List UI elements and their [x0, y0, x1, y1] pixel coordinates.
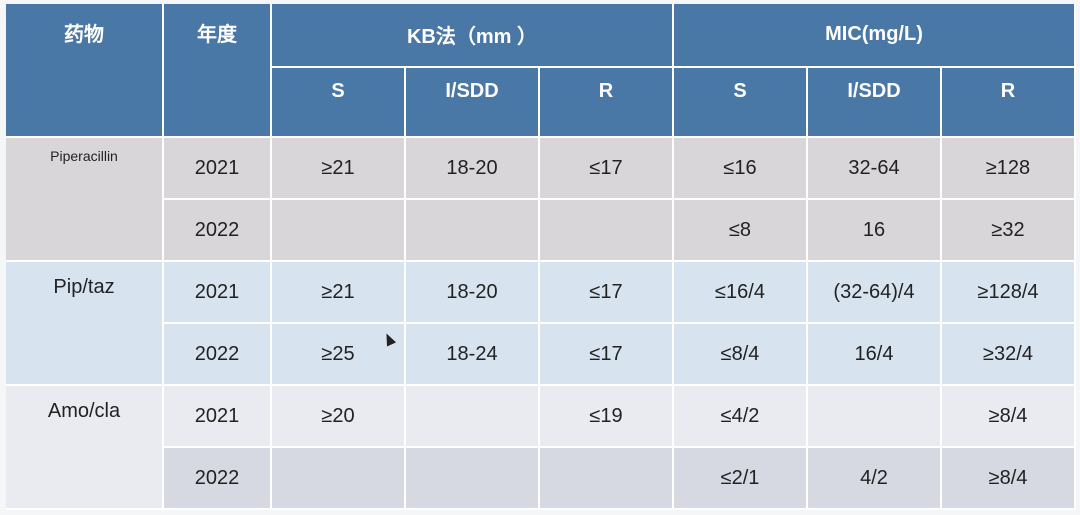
- mic-i-cell: 4/2: [808, 448, 942, 510]
- header-mic-i: I/SDD: [808, 68, 942, 138]
- drug-cell: Amo/cla: [6, 386, 164, 510]
- year-cell: 2021: [164, 262, 272, 324]
- kb-i-cell: 18-20: [406, 262, 540, 324]
- mic-r-cell: ≥128: [942, 138, 1076, 200]
- header-kb: KB法（mm ）: [272, 4, 674, 68]
- year-cell: 2022: [164, 200, 272, 262]
- kb-r-cell: [540, 200, 674, 262]
- table-row: 2022 ≤2/1 4/2 ≥8/4: [6, 448, 1076, 510]
- kb-i-cell: 18-24: [406, 324, 540, 386]
- kb-r-cell: [540, 448, 674, 510]
- kb-i-cell: 18-20: [406, 138, 540, 200]
- mic-i-cell: 16: [808, 200, 942, 262]
- header-year: 年度: [164, 4, 272, 138]
- kb-s-cell: ≥25: [272, 324, 406, 386]
- table-row: 2022 ≤8 16 ≥32: [6, 200, 1076, 262]
- mic-s-cell: ≤8/4: [674, 324, 808, 386]
- mic-r-cell: ≥128/4: [942, 262, 1076, 324]
- kb-s-cell: ≥21: [272, 138, 406, 200]
- mic-i-cell: 16/4: [808, 324, 942, 386]
- mic-s-cell: ≤2/1: [674, 448, 808, 510]
- mic-i-cell: [808, 386, 942, 448]
- kb-i-cell: [406, 448, 540, 510]
- header-mic-r: R: [942, 68, 1076, 138]
- mic-r-cell: ≥8/4: [942, 448, 1076, 510]
- year-cell: 2022: [164, 448, 272, 510]
- year-cell: 2021: [164, 138, 272, 200]
- table-row: Amo/cla 2021 ≥20 ≤19 ≤4/2 ≥8/4: [6, 386, 1076, 510]
- breakpoint-table: 药物 年度 KB法（mm ） MIC(mg/L) S I/SDD R S I/S…: [6, 4, 1076, 510]
- kb-r-cell: ≤17: [540, 324, 674, 386]
- header-drug: 药物: [6, 4, 164, 138]
- kb-s-cell: ≥21: [272, 262, 406, 324]
- header-kb-i: I/SDD: [406, 68, 540, 138]
- mic-r-cell: ≥32: [942, 200, 1076, 262]
- kb-s-cell: ≥20: [272, 386, 406, 448]
- mic-i-cell: 32-64: [808, 138, 942, 200]
- mic-s-cell: ≤16: [674, 138, 808, 200]
- kb-i-cell: [406, 386, 540, 448]
- mic-r-cell: ≥8/4: [942, 386, 1076, 448]
- mic-s-cell: ≤8: [674, 200, 808, 262]
- kb-s-cell: [272, 448, 406, 510]
- mic-s-cell: ≤4/2: [674, 386, 808, 448]
- kb-r-cell: ≤17: [540, 138, 674, 200]
- kb-r-cell: ≤17: [540, 262, 674, 324]
- kb-i-cell: [406, 200, 540, 262]
- header-kb-s: S: [272, 68, 406, 138]
- mic-s-cell: ≤16/4: [674, 262, 808, 324]
- drug-cell: Pip/taz: [6, 262, 164, 386]
- year-cell: 2022: [164, 324, 272, 386]
- mic-r-cell: ≥32/4: [942, 324, 1076, 386]
- table-row: 2022 ≥25 18-24 ≤17 ≤8/4 16/4 ≥32/4: [6, 324, 1076, 386]
- table-row: Piperacillin 2021 ≥21 18-20 ≤17 ≤16 32-6…: [6, 138, 1076, 262]
- header-mic-s: S: [674, 68, 808, 138]
- header-mic: MIC(mg/L): [674, 4, 1076, 68]
- year-cell: 2021: [164, 386, 272, 448]
- table-row: Pip/taz 2021 ≥21 18-20 ≤17 ≤16/4 (32-64)…: [6, 262, 1076, 386]
- drug-cell: Piperacillin: [6, 138, 164, 262]
- kb-r-cell: ≤19: [540, 386, 674, 448]
- mic-i-cell: (32-64)/4: [808, 262, 942, 324]
- kb-s-cell: [272, 200, 406, 262]
- header-kb-r: R: [540, 68, 674, 138]
